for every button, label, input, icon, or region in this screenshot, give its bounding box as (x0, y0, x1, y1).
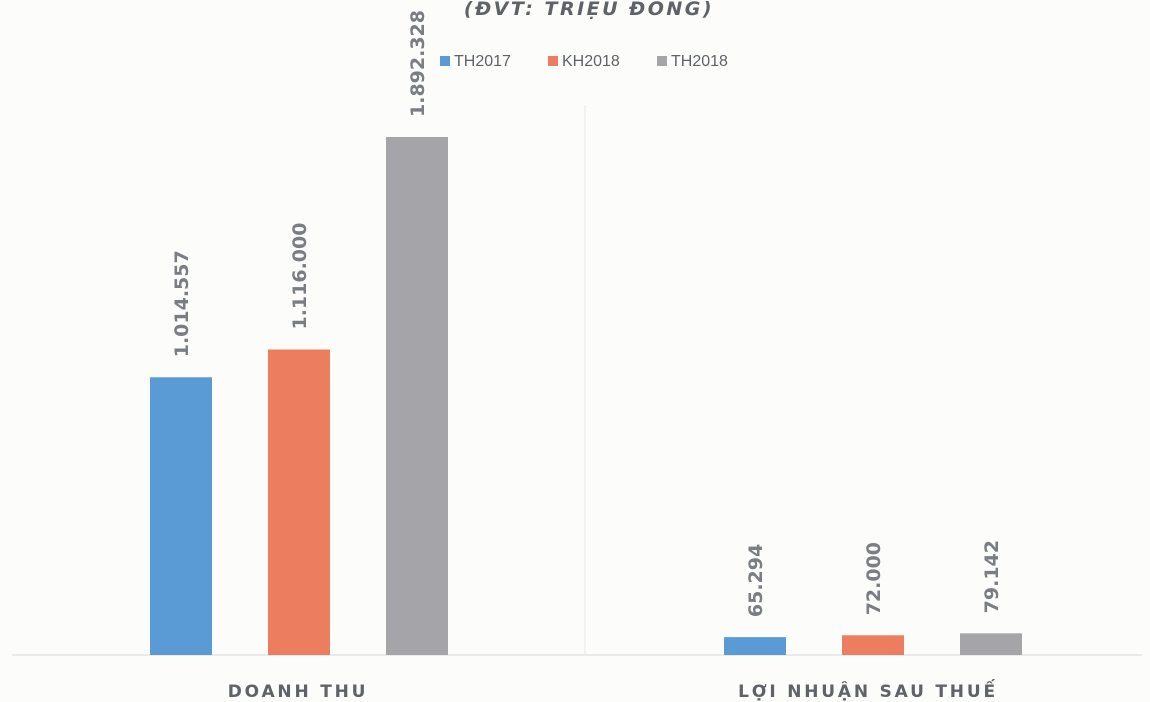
bar-kh2018-loi-nhuan (842, 635, 904, 655)
legend-item-th2018: TH2018 (657, 53, 728, 70)
bar-kh2018-doanh-thu (268, 349, 330, 655)
data-label: 1.116.000 (289, 223, 311, 330)
bar-th2018-loi-nhuan (960, 633, 1022, 655)
legend-item-th2017: TH2017 (440, 53, 511, 70)
data-label: 65.294 (745, 544, 767, 617)
x-tick-label: LỢI NHUẬN SAU THUẾ (738, 678, 998, 702)
data-label: 1.014.557 (171, 250, 193, 357)
legend-label: TH2018 (671, 53, 728, 70)
legend-swatch (548, 56, 558, 66)
legend-item-kh2018: KH2018 (548, 53, 620, 70)
chart-subtitle: (ĐVT: TRIỆU ĐỒNG) (464, 0, 714, 20)
bar-th2018-doanh-thu (386, 137, 448, 655)
data-label: 1.892.328 (407, 10, 429, 117)
x-tick-label: DOANH THU (228, 682, 368, 702)
bar-th2017-loi-nhuan (724, 637, 786, 655)
legend-swatch (440, 56, 450, 66)
data-label: 79.142 (981, 540, 1003, 613)
legend-swatch (657, 56, 667, 66)
data-label: 72.000 (863, 542, 885, 615)
legend-label: TH2017 (454, 53, 511, 70)
bar-th2017-doanh-thu (150, 377, 212, 655)
legend-label: KH2018 (562, 53, 620, 70)
